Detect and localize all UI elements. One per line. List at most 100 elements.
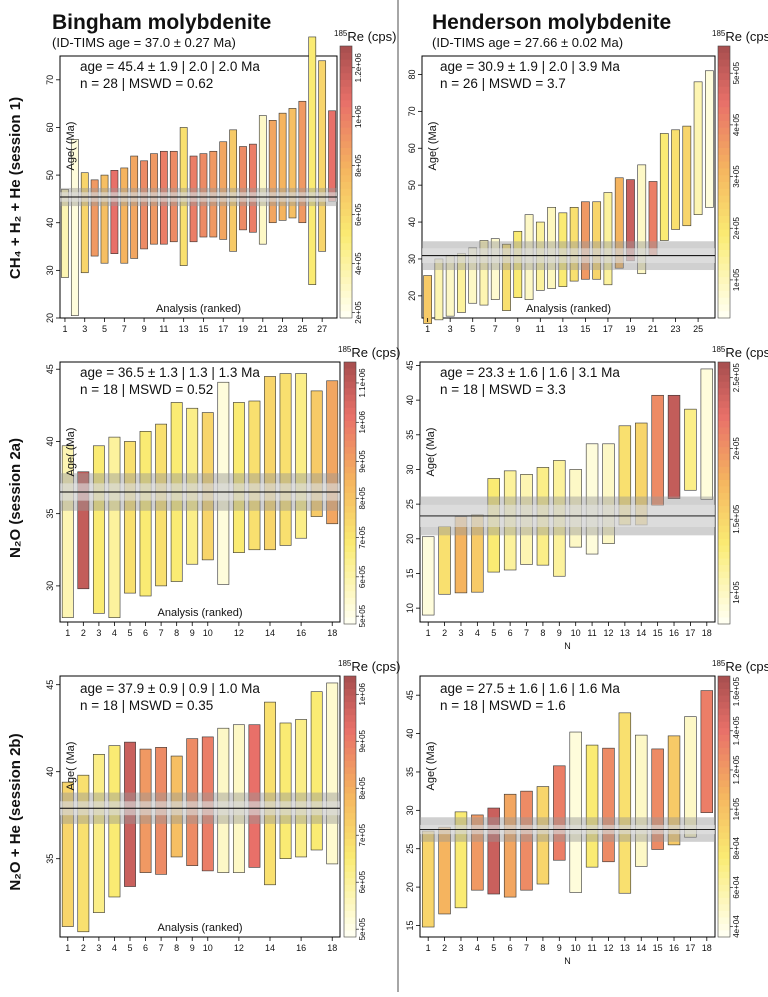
colorbar-tick-label: 6e+05 [358,565,367,588]
colorbar-tick-label: 1e+05 [732,268,741,291]
colorbar-segment [718,832,730,840]
colorbar-segment [718,773,730,781]
x-tick-label: 3 [458,943,463,953]
colorbar-tick-label: 1e+06 [358,682,367,705]
colorbar-segment [344,930,356,938]
colorbar-segment [344,578,356,586]
colorbar-segment [718,917,730,925]
colorbar-segment [718,434,730,442]
colorbar-frame [717,361,731,625]
colorbar-segment [340,182,352,190]
colorbar-segment [344,923,356,932]
colorbar-segment [340,202,352,210]
error-bar [468,247,478,304]
colorbar-segment [344,565,356,573]
x-tick-label: 16 [296,943,306,953]
colorbar-segment [344,512,356,520]
error-bar [279,373,292,546]
stats-line: age = 30.9 ± 1.9 | 2.0 | 3.9 Ma [440,59,620,74]
error-bar [108,436,121,618]
y-tick-label: 40 [45,218,55,228]
colorbar-tick-label: 8e+05 [358,776,367,799]
colorbar-segment [718,695,730,703]
colorbar-segment [344,506,356,514]
error-bar [421,536,435,616]
colorbar-segment [718,930,730,938]
colorbar-segment [344,414,356,422]
error-bar [581,201,590,280]
colorbar-segment [718,852,730,860]
colorbar-tick-label: 8e+05 [354,154,363,177]
x-tick-label: 16 [296,628,306,638]
error-bar [279,722,292,859]
colorbar-tick-label: 1.4e+05 [732,716,741,746]
x-tick-label: 9 [515,324,520,334]
colorbar-segment [344,734,356,742]
colorbar-segment [718,222,730,231]
colorbar-segment [718,284,730,292]
colorbar-tick-label: 1.1e+06 [358,368,367,398]
colorbar-segment [718,728,730,736]
colorbar-segment [718,290,730,299]
error-bar [502,243,511,311]
x-tick-label: 19 [625,324,635,334]
colorbar-segment [718,819,730,827]
colorbar-frame [343,361,357,625]
colorbar-segment [718,114,730,122]
stats-line: n = 18 | MSWD = 1.6 [440,698,566,713]
x-tick-label: 2 [81,628,86,638]
y-tick-label: 70 [407,106,417,116]
error-bar [77,471,90,590]
y-tick-label: 45 [405,690,415,700]
colorbar-segment [344,362,356,370]
colorbar-segment [718,767,730,775]
colorbar-segment [344,741,356,749]
colorbar-title: 185Re (cps) [712,659,768,674]
colorbar-segment [718,229,730,237]
colorbar-segment [340,229,352,237]
colorbar-segment [340,161,352,169]
colorbar-segment [718,263,730,271]
stats-line: n = 18 | MSWD = 0.52 [80,382,213,397]
colorbar-segment [344,839,356,847]
error-bar [90,179,99,257]
colorbar-segment [340,52,352,61]
error-bar [684,716,697,838]
colorbar-tick-label: 8e+05 [358,486,367,509]
colorbar-segment [718,702,730,710]
colorbar-segment [718,676,730,684]
colorbar-segment [718,565,730,573]
colorbar-segment [340,134,352,142]
colorbar-segment [344,865,356,873]
colorbar-title-superscript: 185 [712,659,726,668]
colorbar-title-text: Re (cps) [725,659,768,674]
x-tick-label: 9 [142,324,147,334]
colorbar-segment [718,297,730,305]
x-tick-label: 8 [540,628,545,638]
colorbar-segment [718,52,730,61]
x-tick-label: 4 [112,943,117,953]
error-bar [264,701,276,886]
colorbar-segment [718,427,730,435]
error-bar [479,240,489,306]
colorbar-segment [340,154,352,163]
colorbar-segment [344,447,356,455]
error-bar [651,394,664,506]
colorbar-segment [718,368,730,376]
colorbar-segment [718,479,730,488]
colorbar-tick-label: 1.5e+05 [732,504,741,534]
x-tick-label: 9 [557,943,562,953]
y-tick-label: 25 [405,499,415,509]
x-tick-label: 3 [448,324,453,334]
x-tick-label: 3 [96,943,101,953]
colorbar-tick-label: 4e+05 [354,252,363,275]
x-tick-label: 10 [571,943,581,953]
column-header-bingham: Bingham molybdenite [52,11,271,34]
colorbar-segment [340,66,352,74]
colorbar-segment [344,884,356,892]
x-tick-label: 1 [425,324,430,334]
error-bar [100,174,109,264]
